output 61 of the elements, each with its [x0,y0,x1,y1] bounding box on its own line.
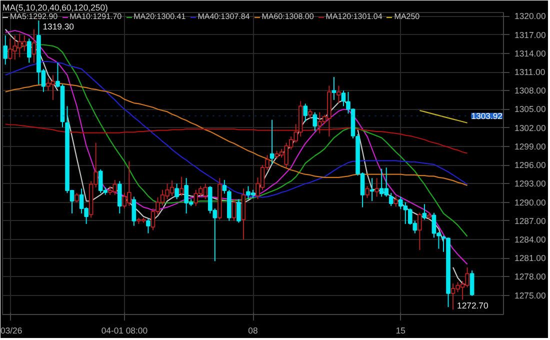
candlestick [388,192,394,206]
candlestick [422,204,427,220]
candlestick [341,90,346,107]
candlestick [270,119,274,165]
line-series [4,60,468,198]
legend-label: MA120:1301.04 [326,12,382,21]
y-tick-label: 1287.00 [514,216,546,226]
y-tick-label: 1296.00 [514,160,546,170]
ref-line-label: 1303.92 [471,110,503,121]
candlestick [146,218,150,234]
y-tick-label: 1278.00 [514,272,546,282]
y-tick-label: 1281.00 [514,253,546,264]
y-tick-label: 1299.00 [514,141,546,152]
candlestick [470,270,474,296]
candlestick [179,176,184,197]
annotation: 1319.30 [42,22,74,32]
y-tick-label: 1320.00 [514,11,546,22]
candlestick [236,198,241,224]
legend-label: MA5:1292.90 [10,12,58,21]
y-tick-label: 1311.00 [514,67,546,78]
legend-label: MA20:1300.41 [134,12,186,21]
candlestick [332,76,336,100]
legend-label: MA10:1291.70 [70,12,122,21]
candlestick [232,198,236,222]
candlestick [132,196,136,226]
x-tick-label: 03/26 [0,326,22,336]
candlestick [303,103,308,122]
candlestick [3,34,8,66]
candlestick [117,180,122,214]
candlestick [174,183,179,200]
candlestick [365,186,370,198]
candlestick [74,192,79,203]
candlestick [418,212,422,251]
y-tick-label: 1314.00 [514,48,546,58]
annotation: 1272.70 [457,300,488,311]
line-series [419,110,468,124]
candlestick [308,108,312,120]
line-series [4,124,468,154]
y-tick-label: 1290.00 [514,197,546,208]
y-tick-label: 1302.00 [514,122,546,133]
legend-label: MA60:1308.00 [262,12,314,21]
candlestick [336,85,341,104]
y-tick-label: 1275.00 [514,290,546,300]
candlestick [374,178,379,198]
x-tick-label: 15 [396,326,406,336]
candlestick [27,38,32,64]
candlestick [312,112,318,132]
x-tick-label: 08 [248,326,258,336]
y-tick-label: 1308.00 [514,86,546,96]
legend-label: MA250 [394,12,420,21]
candlestick [32,28,36,64]
x-tick-label: 04-01 08:00 [101,326,148,336]
y-tick-label: 1305.00 [514,104,546,114]
legend-label: MA40:1307.84 [198,12,250,21]
candlestick [222,179,227,194]
y-tick-label: 1317.00 [514,30,546,40]
y-tick-label: 1284.00 [514,234,546,244]
candlestick [370,178,374,202]
legend-title: MA(5,10,20,40,60,120,250) [2,2,108,12]
y-tick-label: 1293.00 [514,178,546,189]
candlestick [394,196,398,208]
